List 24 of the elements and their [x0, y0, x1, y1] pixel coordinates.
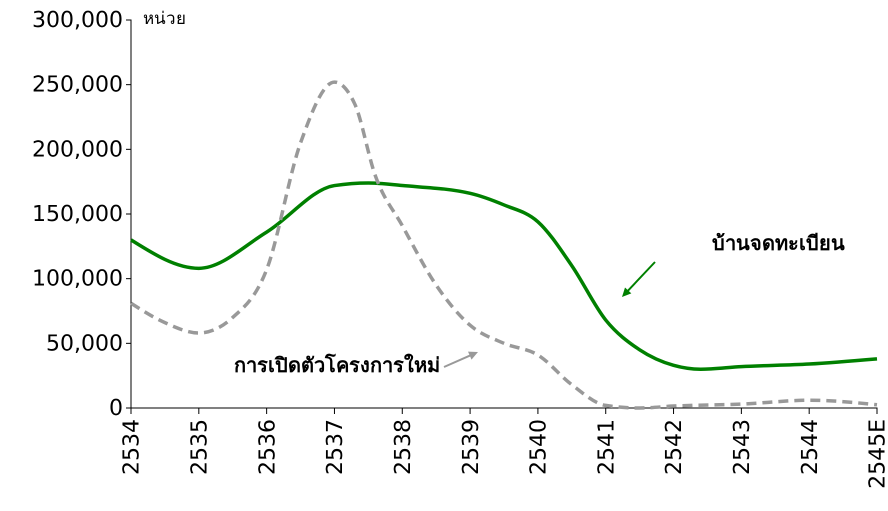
- x-tick-label: 2539: [458, 419, 484, 475]
- x-tick-label: 2541: [594, 419, 620, 475]
- x-tick-label: 2545E: [866, 419, 888, 489]
- x-tick-label: 2536: [255, 419, 280, 475]
- x-tick-label: 2535: [188, 419, 213, 475]
- line-series: [129, 80, 879, 410]
- x-tick-label: 2537: [323, 419, 348, 475]
- y-tick-label: 50,000: [46, 331, 123, 356]
- annotation: การเปิดตัวโครงการใหม่: [234, 353, 440, 377]
- y-tick-label: 200,000: [32, 137, 123, 162]
- annotation: บ้านจดทะเบียน: [712, 231, 845, 255]
- y-tick-label: 100,000: [32, 266, 123, 292]
- y-tick-label: 0: [109, 396, 123, 422]
- y-tick-label: 150,000: [32, 202, 123, 228]
- x-tick-label: 2538: [390, 419, 416, 475]
- y-tick-label: 250,000: [32, 72, 123, 98]
- x-tick-label: 2540: [526, 419, 552, 475]
- x-tick-label: 2542: [662, 419, 688, 475]
- x-tick-label: 2544: [798, 419, 823, 475]
- y-axis-title: หน่วย: [143, 9, 186, 29]
- y-tick-label: 300,000: [32, 8, 123, 34]
- x-tick-label: 2543: [730, 419, 756, 475]
- x-tick-label: 2534: [120, 419, 145, 475]
- line-series: [129, 181, 879, 371]
